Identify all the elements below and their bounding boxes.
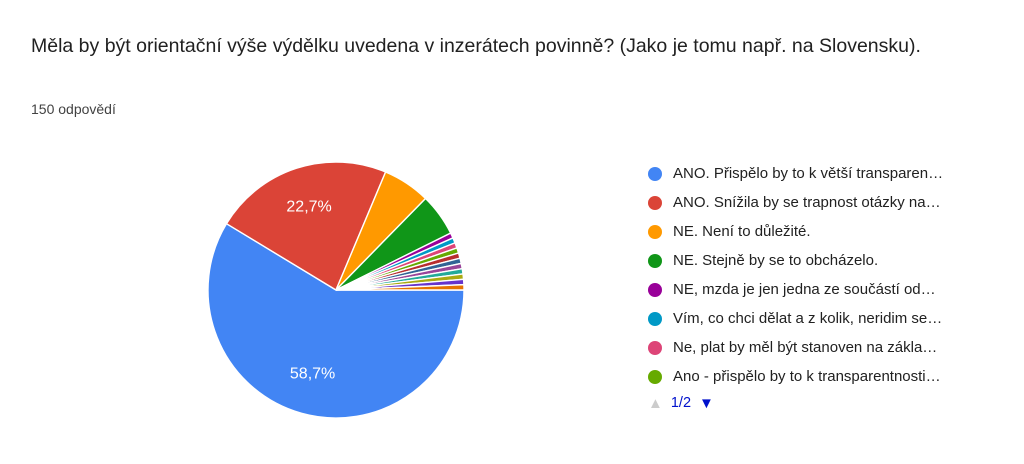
- legend-item-2: NE. Není to důležité.: [648, 217, 943, 246]
- pie-percent-label: 22,7%: [286, 199, 331, 216]
- legend-item-4: NE, mzda je jen jedna ze součástí od…: [648, 275, 943, 304]
- legend-page-up-icon[interactable]: ▲: [648, 394, 663, 412]
- legend-pager: ▲ 1/2 ▼: [648, 395, 714, 411]
- legend-color-dot: [648, 195, 662, 210]
- legend-item-label: NE, mzda je jen jedna ze součástí od…: [673, 281, 936, 298]
- pie-slice-0[interactable]: [207, 222, 465, 419]
- legend-item-label: ANO. Přispělo by to k větší transparen…: [673, 165, 944, 182]
- legend-item-label: Ne, plat by měl být stanoven na zákla…: [673, 339, 938, 356]
- legend-item-1: ANO. Snížila by se trapnost otázky na…: [648, 188, 943, 217]
- legend-item-6: Ne, plat by měl být stanoven na zákla…: [648, 333, 943, 362]
- responses-count: 150 odpovědí: [31, 101, 116, 117]
- chart-legend: ANO. Přispělo by to k větší transparen… A…: [648, 159, 943, 391]
- legend-color-dot: [648, 282, 662, 297]
- legend-item-label: Vím, co chci dělat a z kolik, neridim se…: [673, 310, 943, 327]
- pie-percent-label: 58,7%: [290, 365, 335, 382]
- legend-color-dot: [648, 224, 662, 239]
- pie-chart-svg[interactable]: 58,7% 22,7%: [207, 161, 465, 419]
- legend-item-5: Vím, co chci dělat a z kolik, neridim se…: [648, 304, 943, 333]
- legend-item-0: ANO. Přispělo by to k větší transparen…: [648, 159, 943, 188]
- legend-color-dot: [648, 166, 662, 181]
- pie-chart[interactable]: 58,7% 22,7%: [207, 161, 465, 419]
- pie-slice-1[interactable]: [225, 161, 387, 292]
- legend-page-indicator: 1/2: [670, 395, 692, 411]
- legend-item-label: NE. Stejně by se to obcházelo.: [673, 252, 879, 269]
- legend-color-dot: [648, 340, 662, 355]
- legend-page-down-icon[interactable]: ▼: [699, 394, 714, 412]
- question-title: Měla by být orientační výše výdělku uved…: [31, 35, 921, 57]
- legend-item-3: NE. Stejně by se to obcházelo.: [648, 246, 943, 275]
- legend-item-label: ANO. Snížila by se trapnost otázky na…: [673, 194, 941, 211]
- legend-item-label: NE. Není to důležité.: [673, 223, 811, 240]
- pie-slice-14[interactable]: [335, 283, 465, 291]
- legend-color-dot: [648, 369, 662, 384]
- legend-color-dot: [648, 253, 662, 268]
- legend-item-label: Ano - přispělo by to k transparentnosti…: [673, 368, 941, 385]
- legend-item-7: Ano - přispělo by to k transparentnosti…: [648, 362, 943, 391]
- legend-color-dot: [648, 311, 662, 326]
